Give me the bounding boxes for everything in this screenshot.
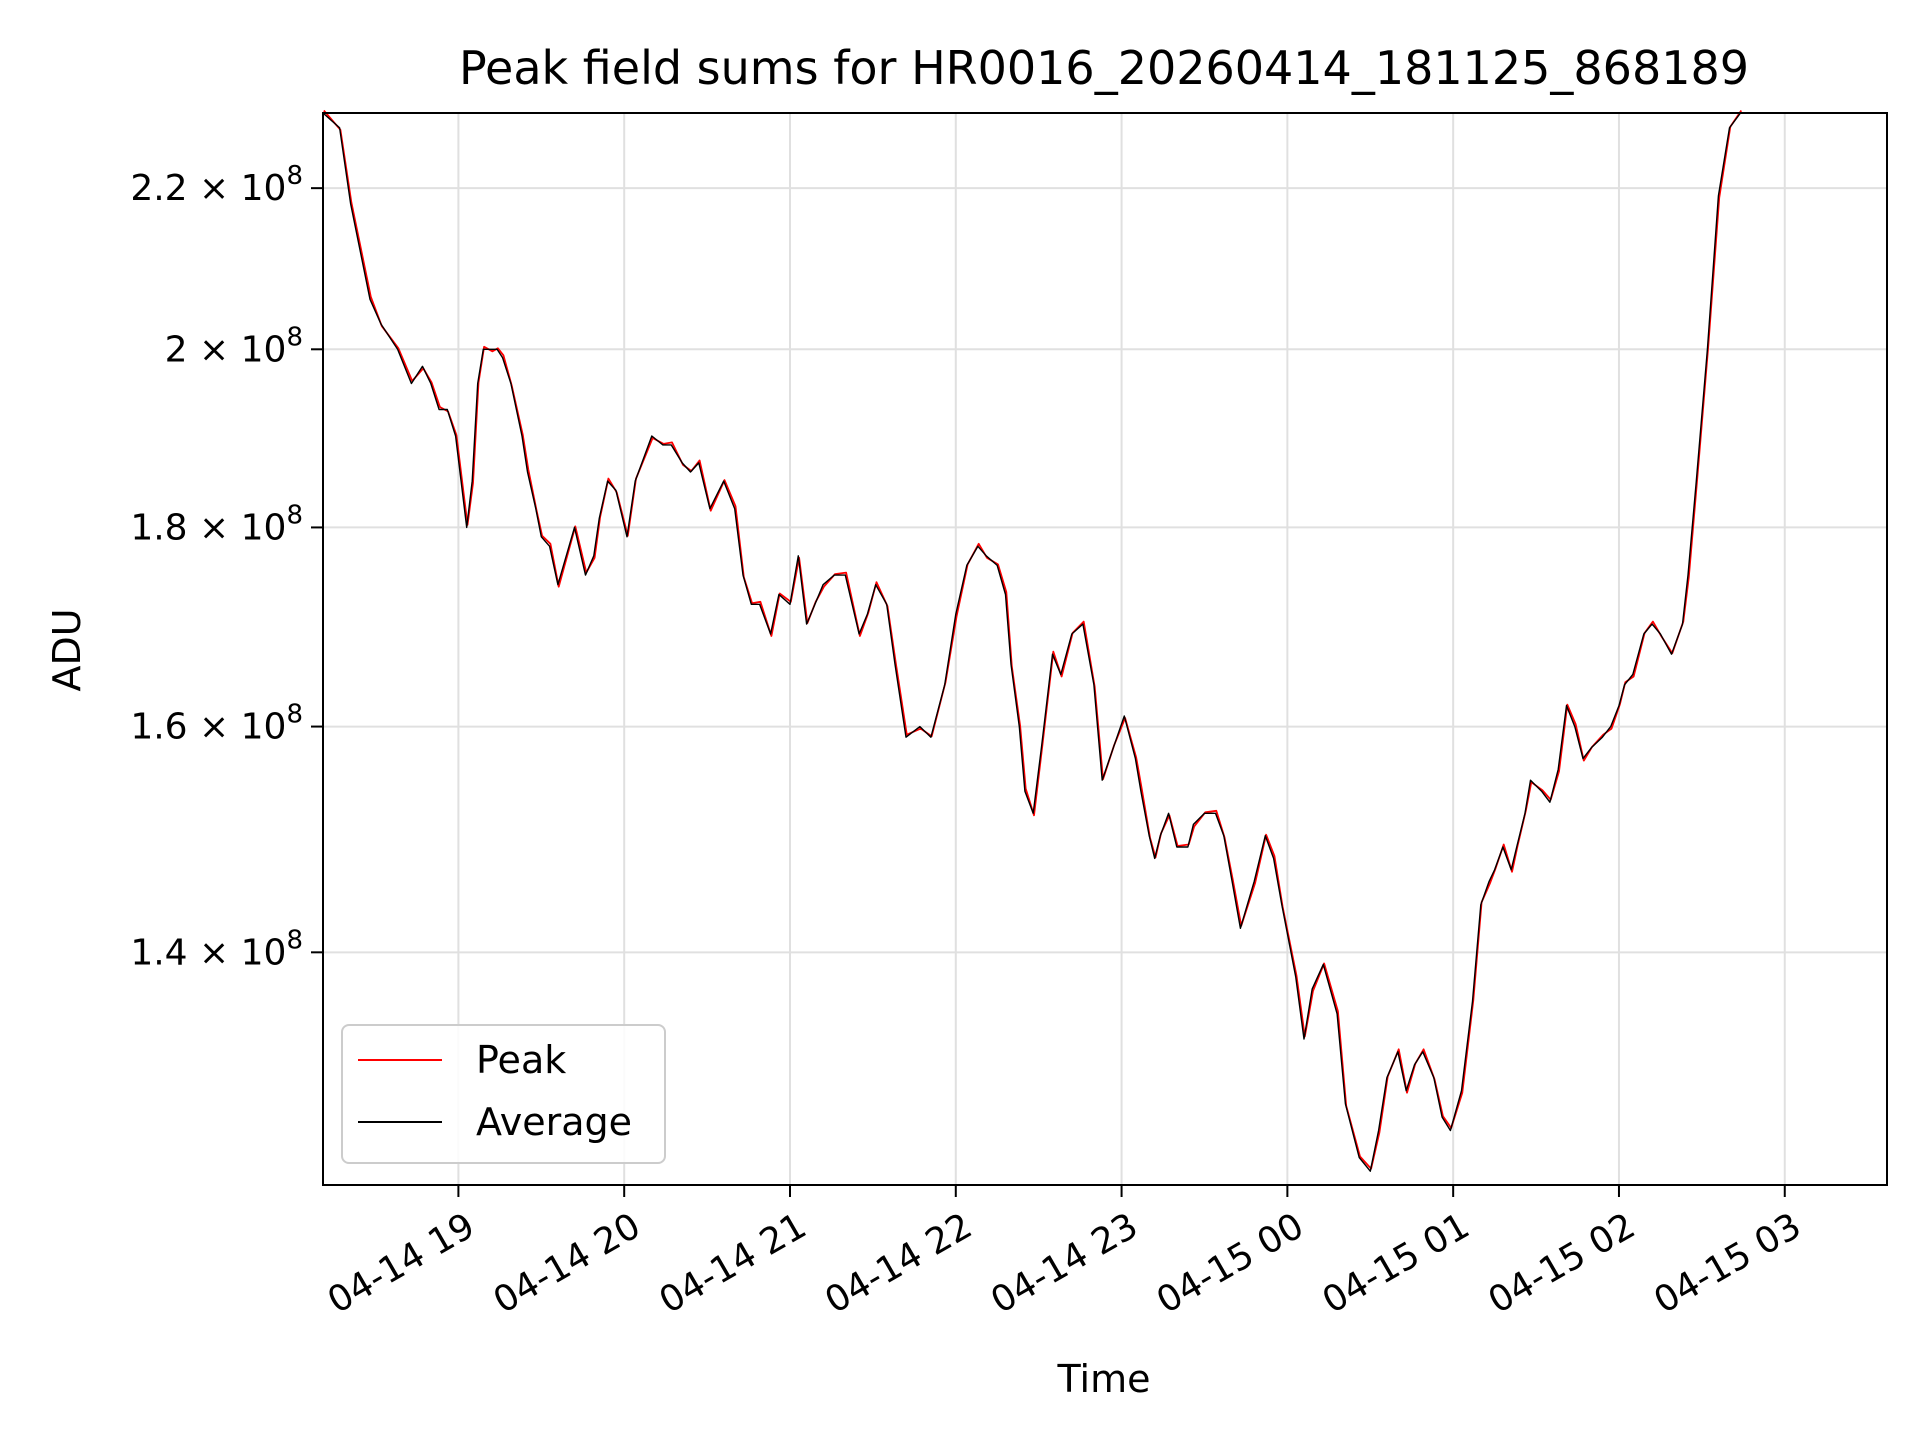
x-axis-label: Time (1057, 1357, 1151, 1401)
grid-lines (323, 113, 1887, 1185)
y-tick-label: 1.6 × 108 (130, 700, 303, 748)
x-axis-ticks: 04-14 19 04-14 20 04-14 21 04-14 22 04-14 23… (321, 1185, 1808, 1322)
plot-frame (322, 112, 1888, 1186)
legend-label-peak: Peak (476, 1038, 566, 1082)
x-tick-label: 04-14 19 (321, 1205, 482, 1321)
series-peak-group (323, 109, 1743, 1170)
series-line-average (322, 112, 1742, 1172)
x-tick-label: 04-15 02 (1482, 1205, 1643, 1321)
y-tick-label: 2 × 108 (165, 322, 303, 370)
legend-label-average: Average (476, 1100, 632, 1144)
x-tick-label: 04-14 23 (984, 1205, 1145, 1321)
x-tick-label: 04-14 22 (818, 1205, 979, 1321)
series-average-group (322, 112, 1742, 1172)
series-line-peak (323, 109, 1743, 1170)
y-tick-label: 1.8 × 108 (130, 500, 303, 548)
y-axis-ticks: 1.4 × 108 1.6 × 108 1.8 × 108 2 × 108 2.2 × … (130, 161, 323, 973)
y-tick-label: 2.2 × 108 (130, 161, 303, 209)
x-tick-label: 04-14 21 (653, 1205, 814, 1321)
y-tick-label: 1.4 × 108 (130, 925, 303, 973)
x-tick-label: 04-15 03 (1647, 1205, 1808, 1321)
y-axis-label: ADU (45, 608, 89, 691)
x-tick-label: 04-14 20 (487, 1205, 648, 1321)
x-tick-label: 04-15 01 (1316, 1205, 1477, 1321)
x-tick-label: 04-15 00 (1150, 1205, 1311, 1321)
legend: Peak Average (341, 1024, 666, 1164)
chart-title: Peak field sums for HR0016_20260414_1811… (459, 41, 1749, 95)
